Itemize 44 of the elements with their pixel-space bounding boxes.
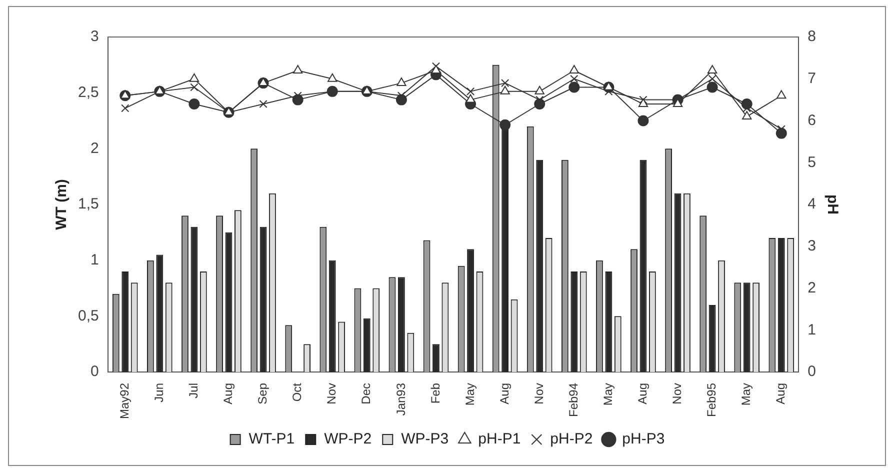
y2-tick-label: 2: [808, 279, 816, 296]
x-tick-label: Feb95: [704, 382, 719, 418]
y-tick-label: 0,5: [78, 307, 99, 324]
y2-tick-label: 4: [808, 196, 816, 213]
y2-tick-label: 1: [808, 321, 816, 338]
x-tick-label: Jan93: [394, 382, 408, 416]
y2-tick-label: 8: [808, 28, 816, 46]
y-tick-label: 0: [90, 363, 99, 380]
x-tick-label: Nov: [670, 382, 684, 404]
x-tick-label: Nov: [324, 382, 339, 404]
x-tick-label: Oct: [290, 382, 304, 402]
y2-tick-label: 5: [808, 154, 816, 171]
x-tick-label: Aug: [636, 382, 650, 404]
legend-label: WP-P2: [324, 430, 372, 448]
y2-tick-label: 0: [808, 363, 816, 380]
y-tick-label: 2,5: [78, 84, 99, 101]
y-tick-label: 1,5: [78, 196, 99, 213]
x-tick-label: Dec: [359, 382, 374, 404]
x-tick-label: Aug: [497, 382, 512, 404]
x-tick-label: Feb94: [566, 382, 580, 418]
x-tick-label: May: [462, 382, 477, 406]
x-tick-label: Aug: [774, 382, 788, 404]
x-tick-label: May: [601, 382, 615, 406]
legend-label: pH-P1: [478, 430, 521, 448]
y-tick-label: 2: [90, 140, 99, 157]
x-tick-label: Feb: [428, 382, 442, 404]
x-tick-label: Sep: [256, 382, 270, 404]
x-tick-label: Jul: [186, 382, 201, 398]
x-tick-label: Aug: [221, 382, 236, 404]
x-tick-label: Jun: [152, 382, 166, 402]
y-tick-label: 3: [90, 28, 99, 46]
y-axis-title: WT (m): [53, 179, 70, 230]
y2-tick-label: 3: [808, 238, 816, 255]
x-tick-label: May: [739, 382, 754, 406]
y2-axis-title: pH: [824, 194, 841, 214]
y-tick-label: 1: [90, 251, 99, 268]
y2-tick-label: 7: [808, 70, 816, 88]
legend-label: WT-P1: [248, 430, 295, 448]
x-tick-label: Nov: [532, 382, 546, 404]
legend-label: WP-P3: [401, 430, 449, 448]
x-tick-label: May92: [117, 382, 132, 420]
legend-label: pH-P3: [622, 430, 665, 448]
y2-tick-label: 6: [808, 112, 816, 129]
legend-label: pH-P2: [550, 430, 593, 448]
